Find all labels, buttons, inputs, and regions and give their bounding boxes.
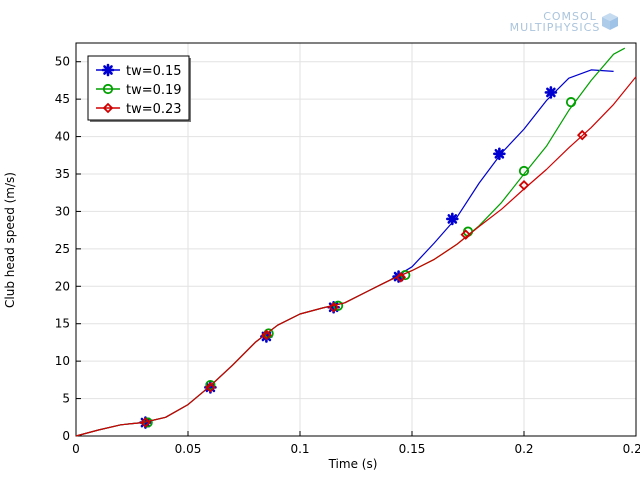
axis-ticks: 0 0.05 0.1 0.15 0.2 0.25 0 5 10 15 20 25 30 35 40 45 50 [55, 55, 640, 456]
data-point [140, 417, 151, 428]
legend-marker [101, 63, 115, 77]
comsol-logo: COMSOL MULTIPHYSICS [510, 10, 618, 34]
y-tick-label: 20 [55, 279, 70, 293]
plot-frame [75, 42, 637, 437]
series-line [75, 76, 637, 437]
data-point [205, 382, 216, 393]
series-1 [75, 69, 614, 437]
legend-entry: tw=0.15 [96, 63, 182, 79]
data-point [565, 97, 577, 108]
legend-label: tw=0.15 [126, 64, 182, 79]
data-point [446, 212, 459, 226]
data-point [576, 129, 588, 141]
series-group [75, 47, 637, 437]
data-point [261, 329, 272, 341]
y-tick-label: 50 [55, 55, 70, 69]
x-tick-label: 0.1 [290, 442, 309, 456]
y-tick-label: 45 [55, 92, 70, 106]
cube-icon [602, 13, 618, 30]
data-point [395, 272, 407, 283]
data-point [460, 229, 472, 240]
data-point [205, 379, 216, 391]
y-tick-label: 30 [55, 204, 70, 218]
series-line [75, 69, 614, 437]
x-tick-label: 0.2 [514, 442, 533, 456]
y-tick-label: 40 [55, 130, 70, 144]
series-3 [75, 76, 637, 437]
brand-line2: MULTIPHYSICS [510, 21, 601, 34]
legend-label: tw=0.23 [126, 102, 182, 117]
x-tick-label: 0.05 [175, 442, 202, 456]
y-tick-label: 35 [55, 167, 70, 181]
y-tick-label: 25 [55, 242, 70, 256]
y-tick-label: 0 [62, 429, 70, 443]
data-point [493, 147, 506, 161]
y-tick-label: 5 [62, 392, 70, 406]
y-tick-label: 15 [55, 317, 70, 331]
x-tick-label: 0.15 [399, 442, 426, 456]
x-tick-label: 0.25 [623, 442, 640, 456]
legend-label: tw=0.19 [126, 83, 182, 98]
data-point [518, 179, 530, 191]
legend: tw=0.15 tw=0.19 tw=0.23 [87, 55, 191, 122]
x-axis-label: Time (s) [328, 457, 378, 471]
legend-entry: tw=0.19 [96, 83, 182, 98]
data-point [328, 301, 339, 313]
legend-entry: tw=0.23 [96, 102, 182, 117]
y-tick-label: 10 [55, 354, 70, 368]
brand-line1: COMSOL [543, 10, 597, 23]
data-point [544, 86, 558, 99]
x-tick-label: 0 [72, 442, 80, 456]
data-point [518, 165, 530, 177]
legend-marker [102, 102, 114, 114]
legend-marker [102, 83, 114, 95]
y-axis-label: Club head speed (m/s) [3, 172, 17, 308]
